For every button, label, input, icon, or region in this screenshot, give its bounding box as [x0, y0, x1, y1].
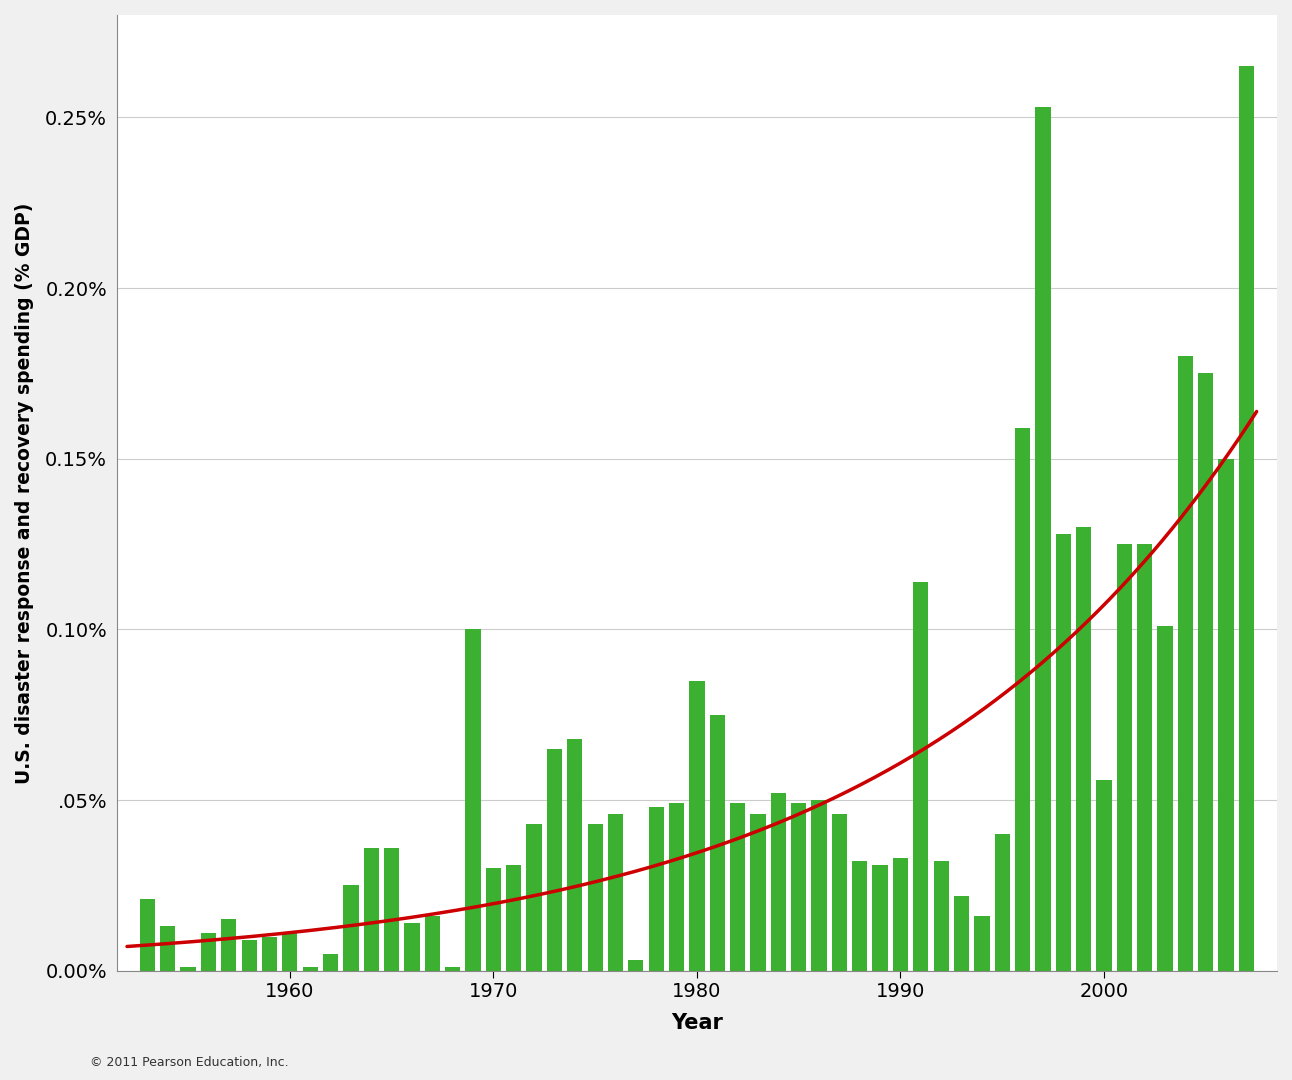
Bar	[607, 813, 623, 971]
Bar	[547, 748, 562, 971]
Bar	[771, 793, 786, 971]
Bar	[853, 862, 867, 971]
Bar	[913, 582, 929, 971]
Bar	[567, 739, 583, 971]
Bar	[628, 960, 643, 971]
Bar	[872, 865, 888, 971]
Bar	[465, 630, 481, 971]
Bar	[1035, 107, 1050, 971]
Bar	[1158, 626, 1173, 971]
Bar	[1076, 527, 1092, 971]
Bar	[1178, 356, 1193, 971]
Bar	[1137, 544, 1152, 971]
Bar	[160, 927, 176, 971]
Bar	[811, 800, 827, 971]
Bar	[506, 865, 522, 971]
Bar	[709, 715, 725, 971]
Bar	[690, 680, 704, 971]
Bar	[221, 919, 236, 971]
Bar	[832, 813, 848, 971]
Bar	[1239, 66, 1255, 971]
Bar	[1016, 428, 1030, 971]
Bar	[200, 933, 216, 971]
Bar	[526, 824, 541, 971]
Bar	[1056, 534, 1071, 971]
Bar	[404, 923, 420, 971]
Bar	[302, 968, 318, 971]
Bar	[1116, 544, 1132, 971]
Bar	[730, 804, 745, 971]
Bar	[262, 936, 276, 971]
Bar	[242, 940, 257, 971]
Bar	[323, 954, 339, 971]
Bar	[486, 868, 501, 971]
Bar	[649, 807, 664, 971]
Bar	[669, 804, 685, 971]
Bar	[791, 804, 806, 971]
X-axis label: Year: Year	[671, 1013, 722, 1032]
Bar	[1218, 459, 1234, 971]
Bar	[1198, 374, 1213, 971]
Bar	[953, 895, 969, 971]
Bar	[140, 899, 155, 971]
Bar	[363, 848, 379, 971]
Y-axis label: U.S. disaster response and recovery spending (% GDP): U.S. disaster response and recovery spen…	[16, 202, 34, 783]
Bar	[893, 858, 908, 971]
Bar	[588, 824, 603, 971]
Bar	[344, 886, 359, 971]
Bar	[1097, 780, 1111, 971]
Bar	[384, 848, 399, 971]
Bar	[974, 916, 990, 971]
Bar	[751, 813, 766, 971]
Bar	[444, 968, 460, 971]
Bar	[425, 916, 441, 971]
Bar	[995, 834, 1010, 971]
Bar	[282, 933, 297, 971]
Text: © 2011 Pearson Education, Inc.: © 2011 Pearson Education, Inc.	[90, 1056, 289, 1069]
Bar	[181, 968, 195, 971]
Bar	[934, 862, 948, 971]
